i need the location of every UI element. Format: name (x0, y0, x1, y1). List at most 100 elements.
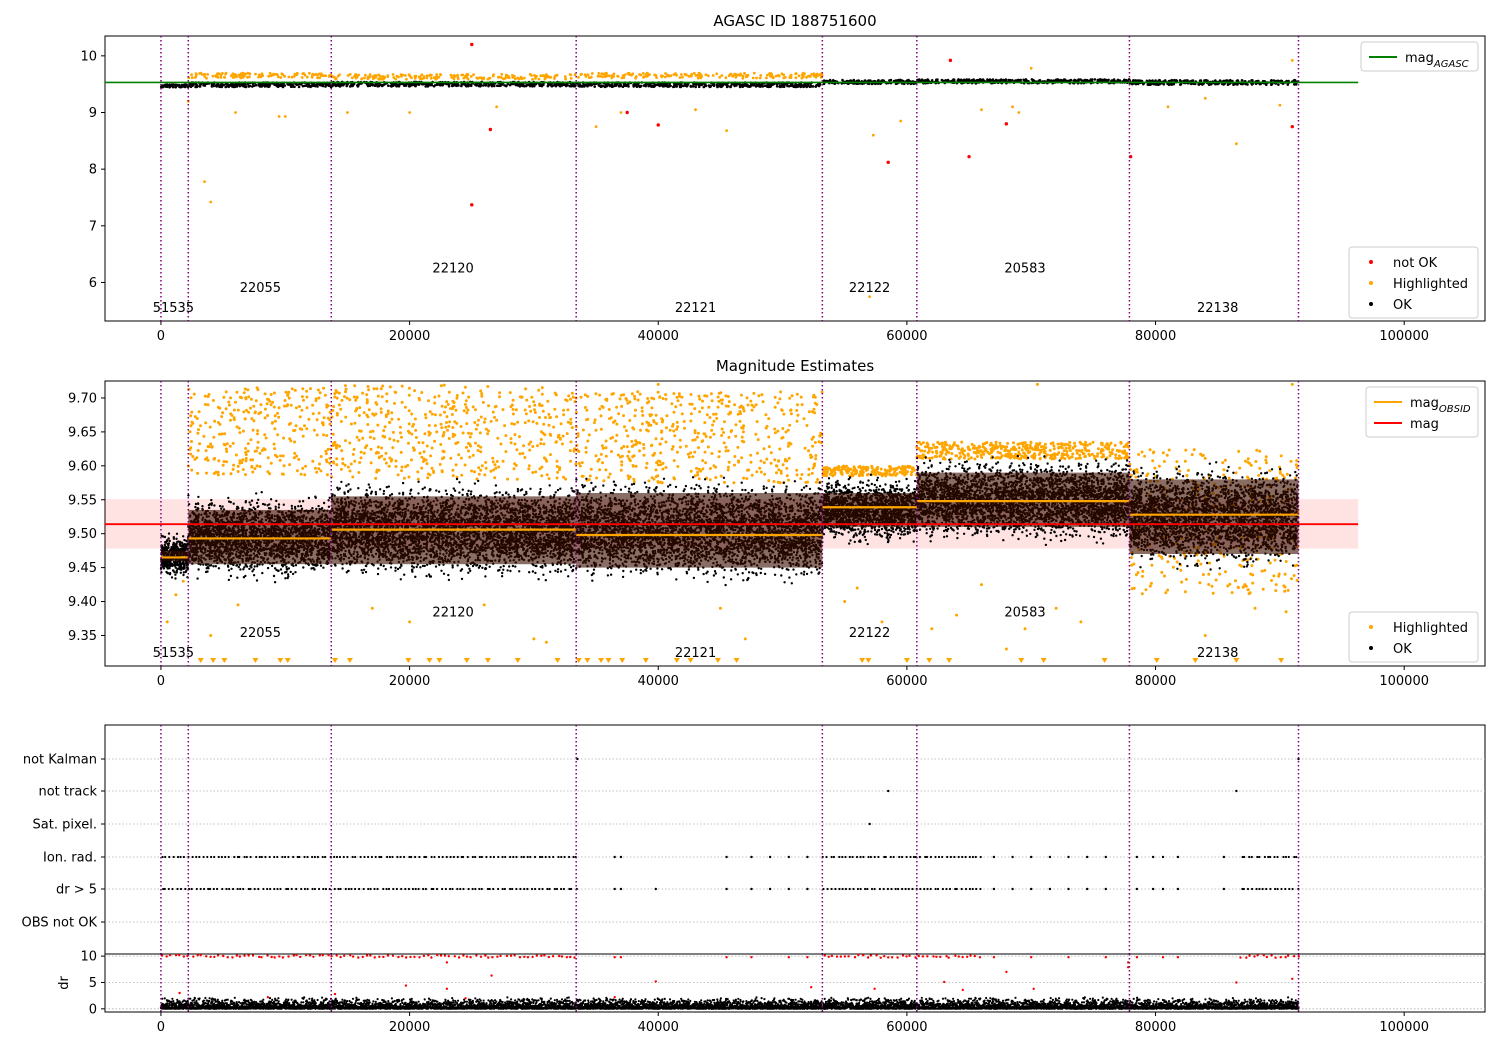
middle-clipped-marker (284, 658, 291, 663)
middle-clipped-marker (554, 658, 561, 663)
middle-legend-label: Highlighted (1393, 621, 1468, 636)
middle-clipped-marker (673, 658, 680, 663)
dr-xtick-label: 100000 (1379, 1020, 1429, 1035)
top-legend-entry: Highlighted (1393, 277, 1468, 292)
middle-clipped-marker (642, 658, 649, 663)
middle-dense-core (188, 509, 332, 565)
middle-clipped-marker (1278, 658, 1285, 663)
middle-legend-dot-swatch (1369, 625, 1373, 629)
middle-clipped-marker (1101, 658, 1108, 663)
top-not-ok-point (656, 123, 660, 127)
top-legend-box (1360, 41, 1479, 72)
middle-clipped-marker (1233, 658, 1240, 663)
middle-clipped-marker (210, 658, 217, 663)
top-ytick-label: 9 (89, 106, 97, 121)
top-ytick-label: 8 (89, 163, 97, 178)
middle-clipped-marker (575, 658, 582, 663)
dr-xtick-label: 20000 (389, 1020, 430, 1035)
middle-clipped-marker (436, 658, 443, 663)
top-axes-frame (104, 35, 1486, 322)
middle-ytick-label: 9.65 (68, 425, 97, 440)
middle-clipped-marker (605, 658, 612, 663)
middle-clipped-marker (859, 658, 866, 663)
middle-dense-core (822, 492, 917, 527)
top-not-ok-point (948, 58, 953, 63)
top-obsid-label: 22120 (432, 261, 473, 276)
middle-clipped-markers (197, 658, 1285, 663)
middle-obsid-label: 22122 (849, 626, 890, 641)
top-legend-dot-swatch (1369, 302, 1373, 306)
middle-xtick-label: 80000 (1135, 674, 1176, 689)
top-legend-subscript: AGASC (1433, 59, 1469, 70)
top-not-ok-point (470, 42, 474, 47)
top-legend-label: OK (1393, 298, 1412, 313)
flags-sparse-points (868, 822, 871, 826)
top-not-ok-point (967, 154, 971, 159)
top-ytick-label: 10 (80, 49, 97, 64)
top-obsid-label: 51535 (153, 301, 194, 316)
middle-clipped-marker (903, 658, 910, 663)
top-not-ok-point (1128, 154, 1133, 159)
middle-legend-entry: magOBSID (1410, 396, 1471, 415)
flags-row-label: OBS not OK (22, 916, 98, 931)
middle-legend-entry: mag (1410, 417, 1439, 432)
flags-row-label: Sat. pixel. (33, 818, 97, 833)
top-not-ok-point (1290, 124, 1294, 129)
middle-legend-box (1365, 386, 1479, 438)
middle-clipped-marker (584, 658, 591, 663)
top-legend-label: Highlighted (1393, 277, 1468, 292)
middle-obsid-label: 22120 (432, 605, 473, 620)
middle-clipped-marker (405, 658, 412, 663)
middle-legend-dot-swatch (1369, 646, 1373, 650)
top-obsid-label: 22122 (849, 281, 890, 296)
top-highlighted-point (186, 58, 1294, 299)
middle-xtick-label: 100000 (1379, 674, 1429, 689)
middle-legend-subscript: OBSID (1439, 404, 1471, 415)
top-not-ok-point (886, 160, 890, 165)
middle-obsid-label: 22055 (240, 626, 281, 641)
middle-ytick-label: 9.40 (68, 595, 97, 610)
flags-point (868, 822, 871, 826)
middle-ytick-label: 9.70 (68, 391, 97, 406)
top-legend: magAGASC (1360, 41, 1479, 72)
flags-row-label: Ion. rad. (43, 851, 97, 866)
flags-points (162, 887, 1300, 891)
middle-obsid-label: 51535 (153, 646, 194, 661)
top-obsid-label: 22138 (1197, 301, 1238, 316)
middle-dense-core (160, 550, 189, 561)
middle-clipped-marker (332, 658, 338, 663)
top-xtick-label: 100000 (1379, 329, 1429, 344)
middle-obsid-label: 22138 (1197, 646, 1238, 661)
flags-row-label: dr > 5 (56, 883, 97, 898)
dr-ytick-label: 0 (89, 1002, 97, 1017)
middle-legend-label: mag (1410, 396, 1439, 411)
top-ok-point (159, 77, 1300, 89)
dr-red-points (160, 953, 1300, 1000)
dr-red-point (160, 953, 1300, 1000)
middle-highlighted-points (165, 382, 1300, 651)
dr-axes-frame (104, 953, 1486, 1013)
middle-legend: Highlighted OK (1348, 611, 1479, 663)
middle-legend-label: OK (1393, 642, 1412, 657)
dr-xtick-label: 0 (157, 1020, 165, 1035)
top-xtick-label: 0 (157, 329, 165, 344)
flags-row-label: not track (38, 785, 97, 800)
middle-clipped-marker (221, 658, 228, 663)
top-not-ok-point (488, 127, 493, 132)
middle-clipped-marker (946, 658, 953, 663)
top-obsid-label: 22121 (675, 301, 716, 316)
middle-xtick-label: 20000 (389, 674, 430, 689)
dr-ytick-label: 5 (89, 976, 97, 991)
top-legend-dot-swatch (1369, 281, 1373, 285)
top-legend-entry: magAGASC (1405, 51, 1469, 70)
middle-clipped-marker (598, 658, 605, 663)
top-xtick-label: 80000 (1135, 329, 1176, 344)
middle-clipped-marker (1018, 658, 1025, 663)
top-xtick-label: 60000 (886, 329, 927, 344)
top-legend-entry: not OK (1393, 256, 1438, 271)
middle-obsid-label: 20583 (1004, 605, 1045, 620)
middle-clipped-marker (1153, 658, 1160, 663)
flags-point (162, 887, 1300, 891)
middle-xtick-label: 40000 (638, 674, 679, 689)
top-obsid-label: 20583 (1004, 261, 1045, 276)
